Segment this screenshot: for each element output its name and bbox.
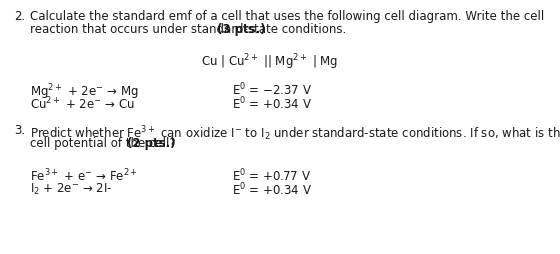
Text: E$^{0}$ = +0.77 V: E$^{0}$ = +0.77 V xyxy=(232,167,311,184)
Text: (3 pts.): (3 pts.) xyxy=(217,23,266,36)
Text: Cu$^{2+}$ + 2e$^{-}$ → Cu: Cu$^{2+}$ + 2e$^{-}$ → Cu xyxy=(30,96,135,112)
Text: 2.: 2. xyxy=(14,10,25,23)
Text: Calculate the standard emf of a cell that uses the following cell diagram. Write: Calculate the standard emf of a cell tha… xyxy=(30,10,544,23)
Text: E$^{0}$ = +0.34 V: E$^{0}$ = +0.34 V xyxy=(232,181,312,198)
Text: Fe$^{3+}$ + e$^{-}$ → Fe$^{2+}$: Fe$^{3+}$ + e$^{-}$ → Fe$^{2+}$ xyxy=(30,167,138,184)
Text: (2 pts.): (2 pts.) xyxy=(127,136,176,149)
Text: I$_2$ + 2e$^{-}$ → 2I-: I$_2$ + 2e$^{-}$ → 2I- xyxy=(30,181,113,196)
Text: 3.: 3. xyxy=(14,123,25,136)
Text: Mg$^{2+}$ + 2e$^{-}$ → Mg: Mg$^{2+}$ + 2e$^{-}$ → Mg xyxy=(30,82,139,101)
Text: cell potential of the cell?: cell potential of the cell? xyxy=(30,136,179,149)
Text: Predict whether Fe$^{3+}$ can oxidize I$^{-}$ to I$_2$ under standard-state cond: Predict whether Fe$^{3+}$ can oxidize I$… xyxy=(30,123,560,142)
Text: reaction that occurs under standard-state conditions.: reaction that occurs under standard-stat… xyxy=(30,23,350,36)
Text: Cu | Cu$^{2+}$ || Mg$^{2+}$ | Mg: Cu | Cu$^{2+}$ || Mg$^{2+}$ | Mg xyxy=(202,52,339,71)
Text: E$^{0}$ = −2.37 V: E$^{0}$ = −2.37 V xyxy=(232,82,312,98)
Text: E$^{0}$ = +0.34 V: E$^{0}$ = +0.34 V xyxy=(232,96,312,112)
